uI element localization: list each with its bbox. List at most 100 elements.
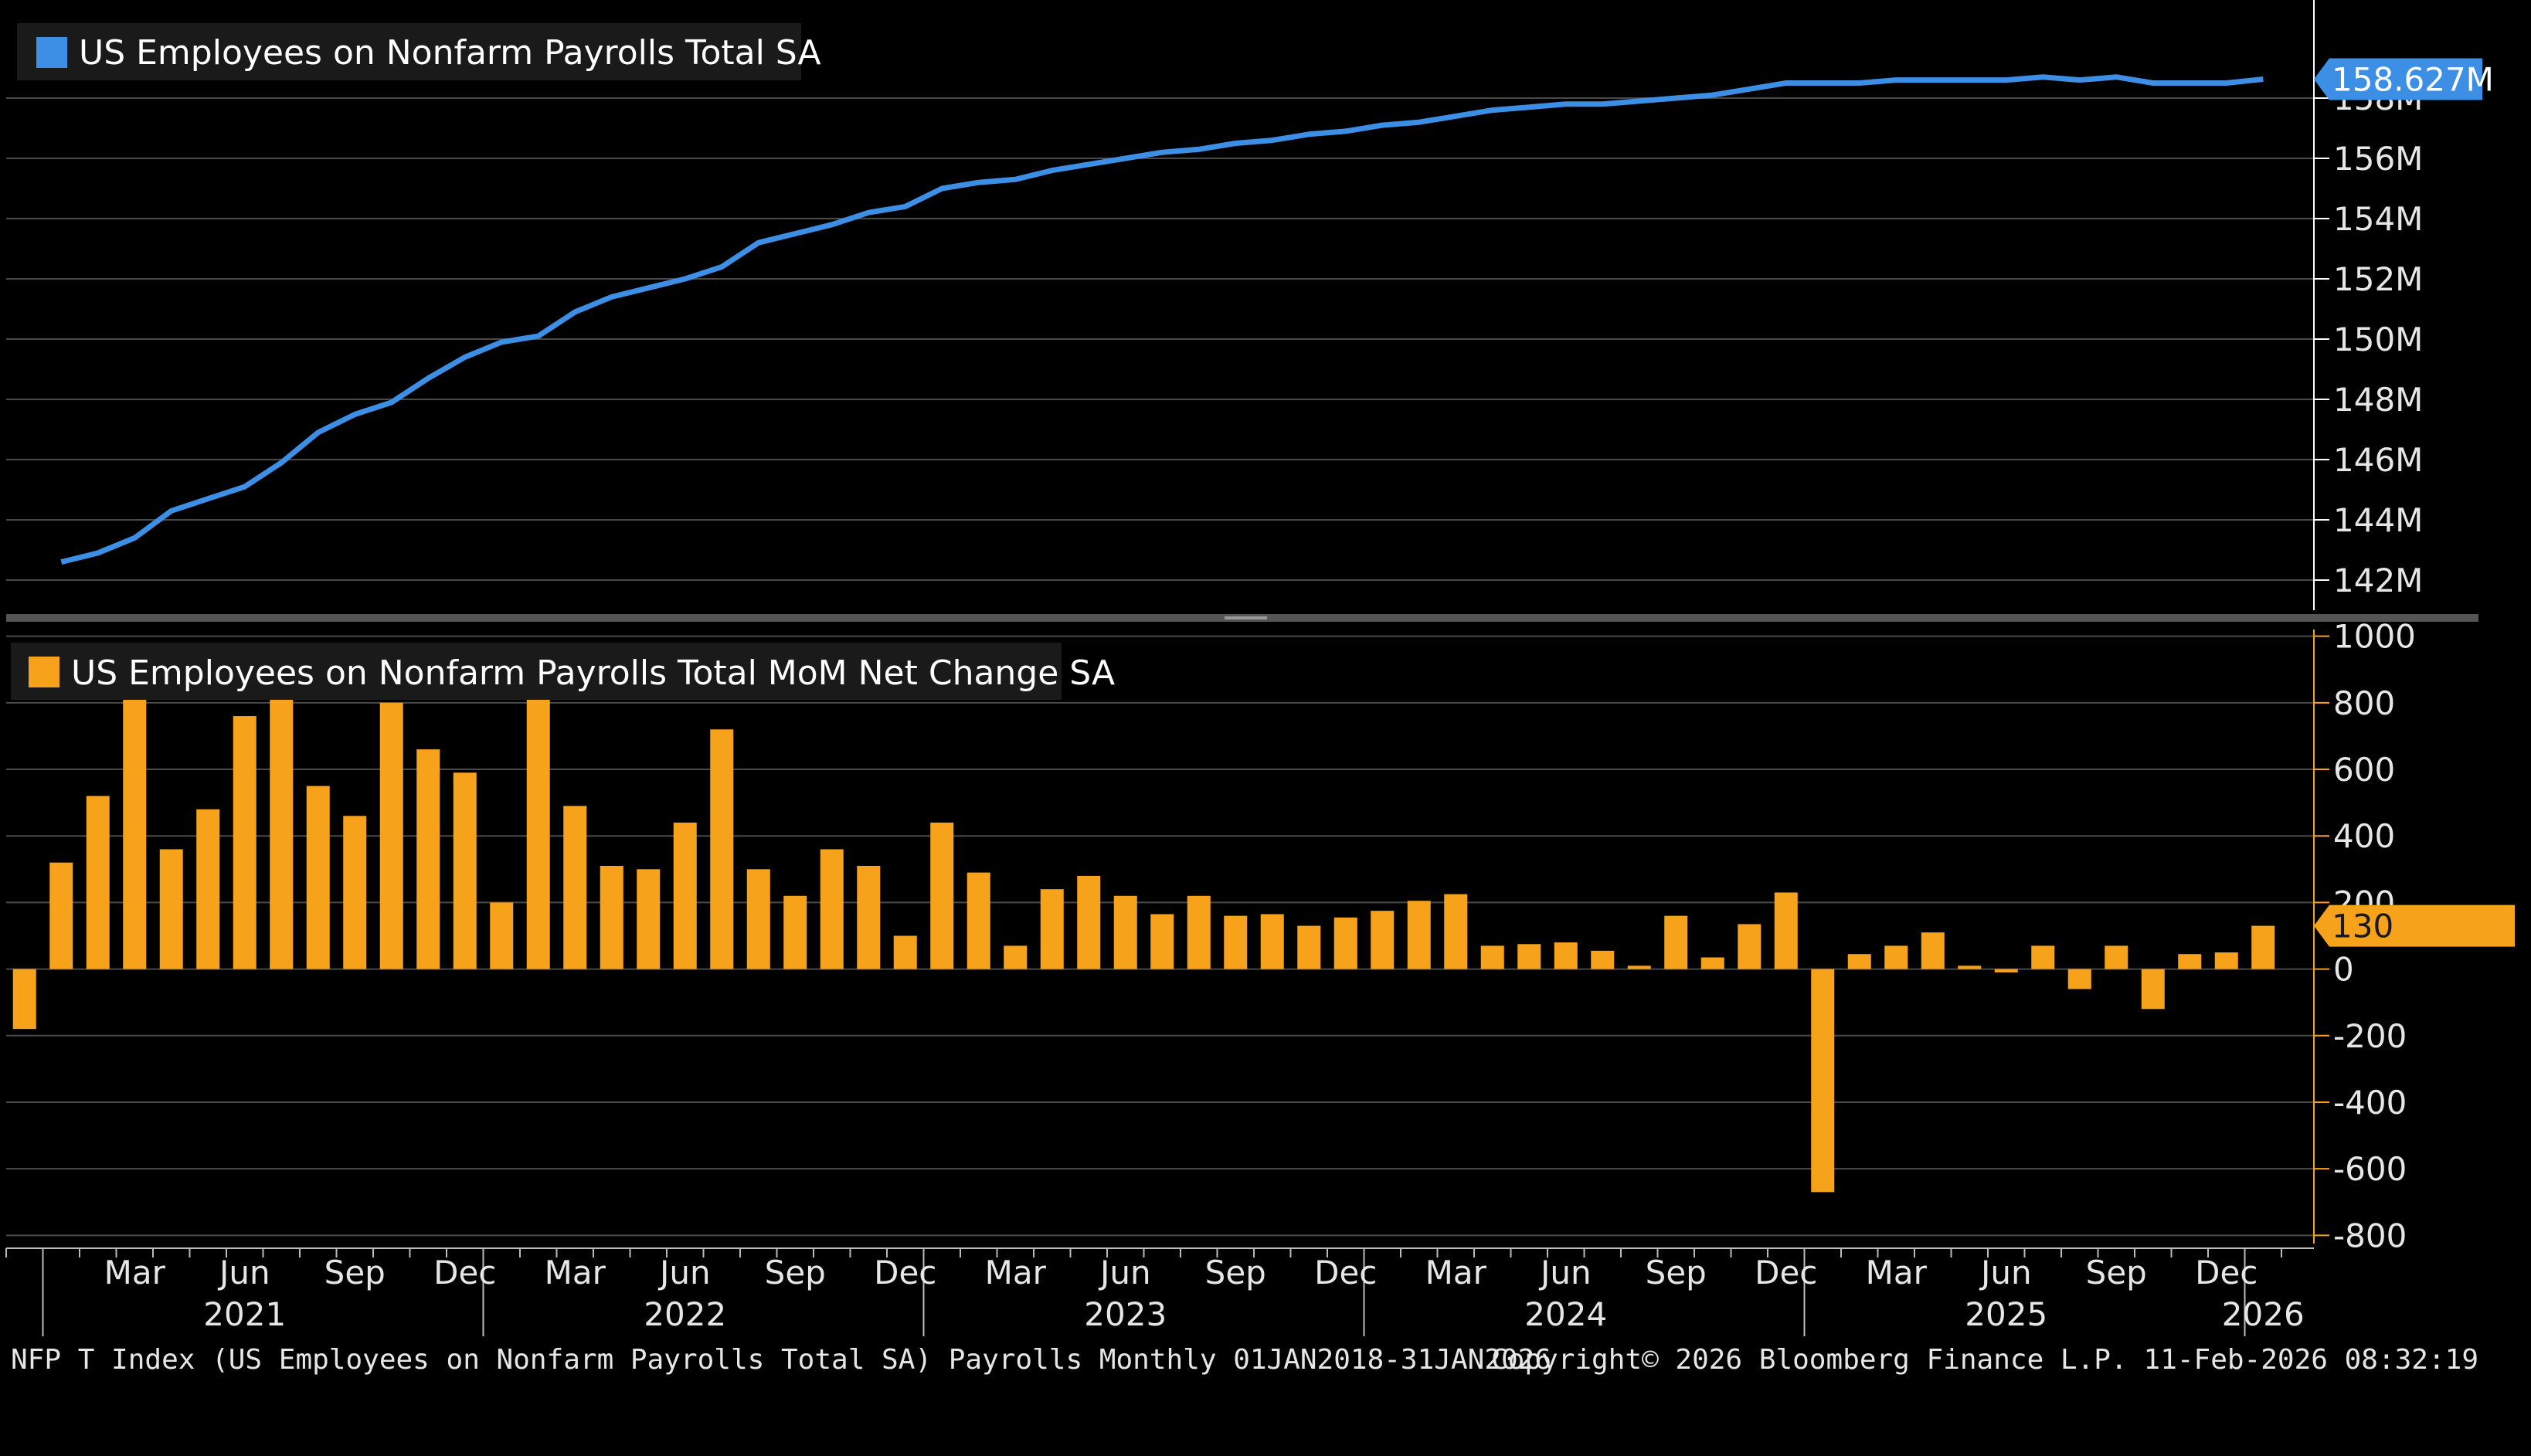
payroll-change-bar [123, 686, 147, 969]
top-y-tick-label: 156M [2333, 140, 2423, 178]
footer-copyright: Copyright© 2026 Bloomberg Finance L.P. [1491, 1344, 2128, 1376]
bottom-y-tick-label: -800 [2333, 1217, 2407, 1254]
top-last-value-badge: 158.627M [2314, 58, 2494, 100]
bottom-last-value-text: 130 [2332, 908, 2393, 945]
payroll-change-bar [1847, 954, 1871, 969]
payroll-change-bar [1150, 914, 1174, 969]
payroll-change-bar [1591, 950, 1615, 969]
payroll-change-bar [12, 969, 36, 1030]
payroll-change-bar [893, 935, 917, 969]
payroll-change-bar [1554, 942, 1578, 969]
x-month-label: Sep [765, 1254, 826, 1291]
payroll-change-bar [490, 902, 514, 969]
x-month-label: Sep [1205, 1254, 1266, 1291]
payroll-change-bar [1040, 889, 1064, 969]
x-month-label: Jun [1979, 1254, 2032, 1291]
payroll-change-bar [930, 822, 954, 969]
x-month-label: Mar [104, 1254, 166, 1291]
x-year-label: 2022 [644, 1295, 726, 1333]
payroll-change-bar [1077, 875, 1101, 969]
top-legend-background [17, 23, 801, 80]
payroll-change-bar [820, 849, 844, 969]
x-month-label: Jun [1538, 1254, 1592, 1291]
bottom-legend-swatch [29, 657, 59, 687]
top-y-tick-label: 152M [2333, 260, 2423, 298]
bottom-last-value-badge-shape [2314, 904, 2515, 947]
top-y-tick-label: 148M [2333, 381, 2423, 419]
payroll-change-bar [746, 869, 770, 969]
x-month-label: Dec [874, 1254, 936, 1291]
payroll-change-bar [710, 729, 734, 969]
x-month-label: Dec [1314, 1254, 1377, 1291]
footer-description: NFP T Index (US Employees on Nonfarm Pay… [11, 1344, 1551, 1376]
x-year-label: 2026 [2222, 1295, 2305, 1333]
top-y-tick-label: 144M [2333, 501, 2423, 539]
x-month-label: Dec [2195, 1254, 2258, 1291]
bottom-y-tick-label: 1000 [2333, 618, 2416, 656]
payroll-change-bar [416, 749, 440, 969]
payroll-change-bar [1884, 945, 1908, 969]
payroll-change-bar [1811, 969, 1835, 1193]
payroll-change-bar [1480, 945, 1504, 969]
payroll-change-bar [2067, 969, 2091, 989]
payroll-change-bar [306, 786, 330, 969]
payroll-change-bar [1371, 911, 1395, 969]
bottom-y-tick-label: 800 [2333, 684, 2395, 722]
top-last-value-badge-shape [2314, 58, 2482, 100]
payroll-change-bar [2031, 945, 2055, 969]
top-y-tick-label: 150M [2333, 321, 2423, 358]
payroll-change-bar [1700, 957, 1724, 969]
x-month-label: Sep [2086, 1254, 2147, 1291]
payroll-change-bar [600, 865, 623, 969]
payroll-change-bar [379, 702, 403, 969]
payroll-change-bar [1260, 914, 1284, 969]
x-month-label: Dec [433, 1254, 496, 1291]
x-month-label: Mar [545, 1254, 606, 1291]
payroll-change-bar [1738, 924, 1762, 969]
payroll-change-bar [2251, 925, 2275, 969]
top-panel-gridlines [6, 97, 2314, 581]
x-year-label: 2025 [1965, 1295, 2047, 1333]
payroll-change-bar [196, 809, 220, 969]
bottom-y-tick-label: 600 [2333, 751, 2395, 789]
x-month-label: Jun [217, 1254, 270, 1291]
x-month-label: Mar [985, 1254, 1047, 1291]
panel-divider-handle[interactable] [1225, 616, 1267, 619]
top-y-axis: 142M144M146M148M150M152M154M156M158M [2313, 0, 2423, 610]
top-legend[interactable]: US Employees on Nonfarm Payrolls Total S… [17, 23, 821, 80]
payroll-change-bar [159, 849, 183, 969]
payroll-change-bar [1958, 966, 1982, 969]
payroll-change-bar [1517, 944, 1541, 969]
payroll-change-bar [1627, 966, 1651, 969]
bottom-y-tick-label: -400 [2333, 1084, 2407, 1122]
payroll-change-bar [343, 816, 367, 969]
footer-timestamp: 11-Feb-2026 08:32:19 [2144, 1344, 2478, 1376]
payroll-change-bar [233, 716, 256, 969]
payroll-change-bar [453, 772, 477, 969]
payroll-change-bar [967, 872, 990, 969]
payroll-change-bars [12, 656, 2275, 1193]
x-month-label: Dec [1755, 1254, 1817, 1291]
top-last-value-text: 158.627M [2332, 61, 2494, 99]
bottom-y-tick-label: 400 [2333, 817, 2395, 855]
payroll-change-bar [1224, 915, 1248, 969]
payroll-change-bar [1187, 895, 1211, 969]
payroll-change-bar [526, 696, 550, 969]
payroll-change-bar [49, 862, 73, 969]
payroll-change-bar [563, 806, 587, 969]
x-axis: Mar Jun Sep Dec Mar Jun Sep Dec Mar Jun Sep Dec Mar J… [5, 1247, 2314, 1336]
x-month-label: Mar [1425, 1254, 1487, 1291]
x-month-label: Mar [1866, 1254, 1928, 1291]
bottom-legend[interactable]: US Employees on Nonfarm Payrolls Total M… [11, 643, 1115, 700]
payroll-change-bar [1444, 894, 1468, 969]
x-month-label: Sep [324, 1254, 386, 1291]
payroll-change-bar [673, 822, 697, 969]
top-legend-swatch [36, 37, 67, 68]
top-y-tick-label: 146M [2333, 441, 2423, 479]
x-year-label: 2024 [1524, 1295, 1607, 1333]
top-y-tick-label: 142M [2333, 562, 2423, 599]
payroll-change-bar [637, 869, 661, 969]
